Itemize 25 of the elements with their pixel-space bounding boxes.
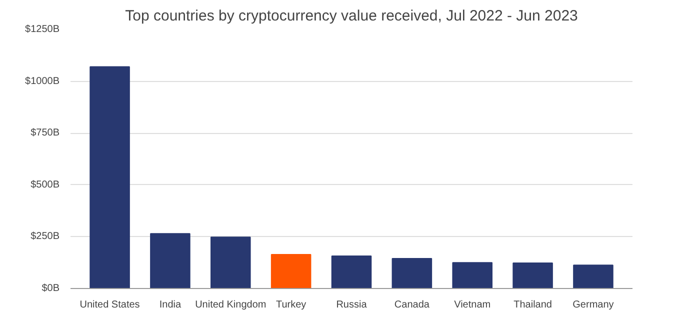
x-tick-label: Germany (572, 300, 614, 310)
x-tick-label: Canada (394, 300, 430, 310)
bar (210, 236, 251, 288)
y-tick-label: $0B (42, 283, 60, 294)
bar (452, 262, 492, 288)
y-tick-label: $1250B (25, 24, 60, 35)
y-tick-label: $500B (30, 179, 60, 190)
bar (90, 66, 130, 288)
bar (392, 258, 432, 288)
x-tick-label: United Kingdom (195, 300, 266, 310)
x-tick-label: Turkey (276, 300, 306, 310)
bar (270, 254, 312, 288)
bar (150, 233, 190, 288)
bar (512, 262, 553, 288)
x-tick-label: India (159, 300, 182, 310)
x-tick-label: Vietnam (454, 300, 491, 310)
x-tick-label: Russia (336, 300, 368, 310)
x-tick-label: Thailand (514, 300, 552, 310)
y-tick-label: $1000B (25, 76, 60, 87)
y-tick-label: $250B (30, 231, 60, 242)
bar (331, 255, 372, 288)
y-tick-label: $750B (30, 128, 60, 139)
bar (573, 264, 614, 288)
chart-title: Top countries by cryptocurrency value received, Jul 2022 - Jun 2023 (125, 8, 578, 24)
x-tick-label: United States (80, 300, 140, 310)
